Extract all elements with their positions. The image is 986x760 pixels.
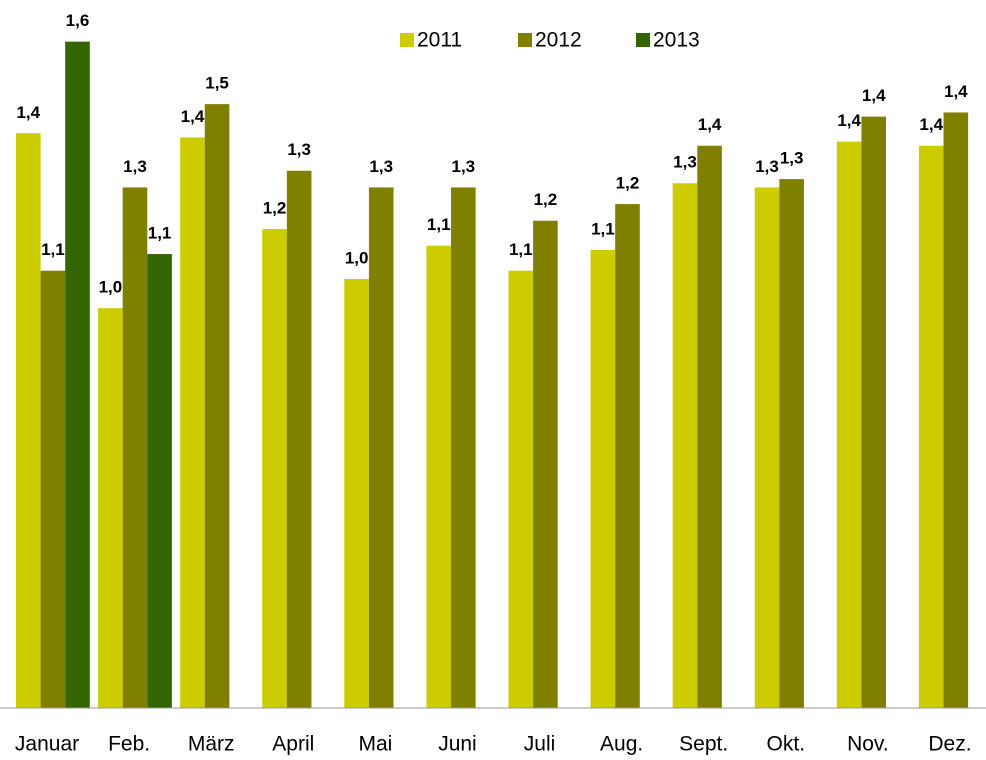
bar <box>98 308 123 708</box>
x-tick-label: Juli <box>524 733 556 756</box>
x-tick-label: Feb. <box>108 733 150 756</box>
value-label: 1,1 <box>509 240 533 259</box>
value-label: 1,3 <box>369 157 393 176</box>
legend-label: 2012 <box>535 29 582 52</box>
x-tick-label: Mai <box>358 733 392 756</box>
x-tick-label: Dez. <box>928 733 971 756</box>
value-label: 1,3 <box>673 153 697 172</box>
bar <box>918 145 944 708</box>
bar <box>368 187 394 709</box>
value-label: 1,3 <box>287 140 311 159</box>
bar <box>286 170 312 709</box>
value-label: 1,1 <box>591 219 615 238</box>
bar <box>426 245 452 708</box>
bar <box>16 133 41 709</box>
x-tick-label: Sept. <box>679 733 728 756</box>
legend-swatch <box>636 33 650 47</box>
value-label: 1,4 <box>181 107 205 126</box>
value-label: 1,6 <box>66 11 90 30</box>
value-label: 1,3 <box>123 157 147 176</box>
value-label: 1,0 <box>99 278 123 297</box>
bar <box>40 270 66 708</box>
bar <box>508 270 534 708</box>
bar <box>615 204 640 708</box>
value-label: 1,4 <box>862 86 886 105</box>
value-label: 1,0 <box>345 249 369 268</box>
value-label: 1,3 <box>755 157 779 176</box>
value-label: 1,4 <box>944 82 968 101</box>
value-label: 1,1 <box>148 224 172 243</box>
value-label: 1,2 <box>263 199 287 218</box>
bar <box>204 104 230 708</box>
value-label: 1,3 <box>451 157 475 176</box>
value-label: 1,1 <box>41 240 65 259</box>
legend-swatch <box>518 33 532 47</box>
legend-label: 2011 <box>417 29 462 52</box>
bar <box>779 179 804 709</box>
bar <box>943 112 969 708</box>
x-tick-label: Januar <box>15 733 79 756</box>
bar <box>533 220 558 708</box>
bar <box>147 254 172 708</box>
value-label: 1,1 <box>427 215 451 234</box>
value-label: 1,2 <box>534 190 558 209</box>
legend-swatch <box>400 33 414 47</box>
bar <box>754 187 780 709</box>
bar <box>122 187 148 709</box>
value-label: 1,4 <box>16 103 40 122</box>
x-tick-label: Nov. <box>847 733 889 756</box>
bar <box>344 279 369 708</box>
value-label: 1,4 <box>919 115 943 134</box>
bar <box>672 183 698 708</box>
value-label: 1,5 <box>205 74 229 93</box>
legend-label: 2013 <box>653 29 700 52</box>
x-tick-label: Juni <box>438 733 477 756</box>
bar <box>861 116 887 709</box>
x-tick-label: April <box>272 733 314 756</box>
x-tick-label: Okt. <box>767 733 806 756</box>
bar <box>180 137 205 708</box>
bar <box>836 141 862 709</box>
bar <box>451 187 476 709</box>
bar <box>590 249 616 708</box>
value-label: 1,4 <box>837 111 861 130</box>
bar <box>262 229 287 708</box>
value-label: 1,2 <box>616 174 640 193</box>
bar <box>697 145 722 708</box>
value-label: 1,4 <box>698 115 722 134</box>
x-tick-label: Aug. <box>600 733 643 756</box>
value-label: 1,3 <box>780 149 804 168</box>
bar <box>65 41 90 709</box>
x-tick-label: März <box>188 733 235 756</box>
